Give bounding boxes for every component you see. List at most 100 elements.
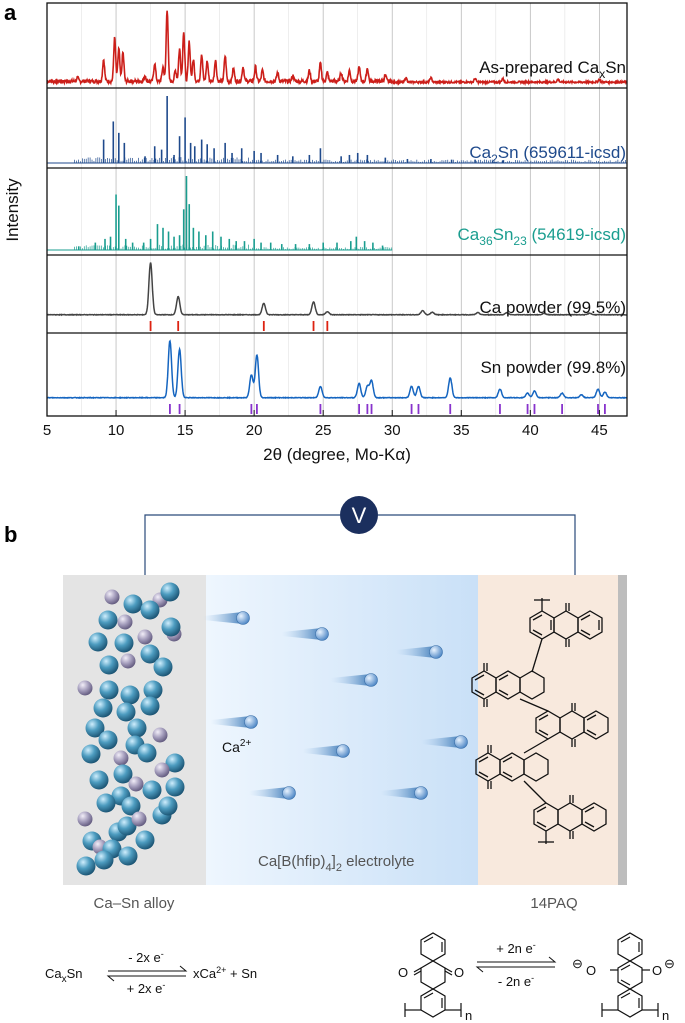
calcium-atom-17	[99, 680, 119, 700]
x-tick-label-10: 10	[108, 422, 125, 439]
tin-atom-26	[152, 727, 168, 743]
label-as-prepared: As-prepared CaxSn	[479, 58, 626, 81]
calcium-atom-47	[135, 830, 155, 850]
panel-dividers	[47, 87, 627, 334]
calcium-atom-24	[98, 730, 118, 750]
eq-o-right: O	[454, 965, 464, 980]
calcium-atom-38	[142, 780, 162, 800]
label-sn-powder: Sn powder (99.8%)	[480, 358, 626, 377]
x-tick-label-35: 35	[453, 422, 470, 439]
x-tick-label-15: 15	[177, 422, 194, 439]
calcium-atom-29	[81, 744, 101, 764]
tin-atom-5	[117, 614, 133, 630]
tin-atom-53	[131, 811, 147, 827]
eq-q-top: + 2n e-	[496, 940, 536, 956]
eq-o-minus-left: O	[586, 963, 596, 978]
tin-atom-13	[120, 653, 136, 669]
electrolyte-label: Ca[B(hfip)4]2 electrolyte	[258, 853, 415, 874]
x-axis-label: 2θ (degree, Mo-Kα)	[263, 445, 411, 464]
calcium-atom-22	[85, 718, 105, 738]
electrolyte-region	[206, 575, 478, 885]
eq-n-left: n	[465, 1008, 472, 1023]
x-tick-label-5: 5	[43, 422, 51, 439]
calcium-atom-18	[120, 685, 140, 705]
eq-bottom: + 2x e-	[127, 980, 166, 996]
xrd-traces	[46, 10, 627, 414]
right-caption: 14PAQ	[530, 895, 577, 912]
polymer-14paq-structure	[471, 598, 609, 844]
calcium-atom-1	[123, 594, 143, 614]
tin-atom-37	[128, 776, 144, 792]
calcium-atom-32	[89, 770, 109, 790]
calcium-atom-45	[117, 816, 137, 836]
tin-atom-9	[137, 629, 153, 645]
cathode-region	[478, 575, 618, 885]
calcium-atom-12	[99, 655, 119, 675]
calcium-atom-20	[93, 698, 113, 718]
tin-atom-28	[113, 750, 129, 766]
tin-atom-0	[104, 589, 120, 605]
xrd-plot: 5 10 15 20 25 30 35 40 45	[43, 2, 628, 439]
voltmeter-label: V	[352, 503, 367, 528]
eq-reactant: CaxSn	[45, 966, 83, 985]
calcium-atom-50	[94, 850, 114, 870]
trace-line-3	[46, 262, 627, 317]
x-tick-label-25: 25	[315, 422, 332, 439]
series-4	[47, 339, 627, 414]
calcium-atom-31	[165, 753, 185, 773]
tin-atom-16	[77, 680, 93, 696]
calcium-atom-41	[121, 796, 141, 816]
calcium-atom-39	[96, 793, 116, 813]
calcium-atom-8	[114, 633, 134, 653]
equation-alloy: CaxSn - 2x e- + 2x e- xCa2+ + Sn	[45, 949, 257, 996]
current-collector	[618, 575, 627, 885]
calcium-atom-11	[161, 617, 181, 637]
calcium-atom-25	[127, 718, 147, 738]
eq-n-right: n	[662, 1008, 669, 1023]
trace-line-4	[47, 339, 627, 400]
eq-o-minus-right: O	[652, 963, 662, 978]
y-axis-label: Intensity	[3, 178, 22, 242]
calcium-atom-14	[140, 644, 160, 664]
calcium-atom-49	[76, 856, 96, 876]
eq-minus-left: ⊖	[572, 956, 583, 971]
tin-atom-34	[154, 762, 170, 778]
eq-q-bottom: - 2n e-	[498, 973, 534, 989]
alloy-atoms	[76, 582, 185, 876]
calcium-atom-23	[140, 696, 160, 716]
plot-frame	[46, 2, 628, 417]
circuit-wire	[144, 514, 576, 575]
series-2	[47, 176, 393, 251]
series-3	[46, 262, 627, 331]
voltmeter-circle	[340, 496, 378, 534]
trace-line-0	[46, 10, 627, 87]
calcium-atom-33	[113, 764, 133, 784]
calcium-atom-4	[98, 610, 118, 630]
eq-minus-right: ⊖	[664, 956, 675, 971]
panel-a-letter: a	[4, 0, 17, 25]
panel-b-letter: b	[4, 522, 17, 547]
series-0	[46, 10, 627, 87]
ion-label: Ca2+	[222, 738, 251, 755]
eq-o-left: O	[398, 965, 408, 980]
calcium-atom-19	[143, 680, 163, 700]
x-tick-label-30: 30	[384, 422, 401, 439]
label-ca-powder: Ca powder (99.5%)	[480, 298, 626, 317]
calcium-atom-6	[140, 600, 160, 620]
equation-quinone: O O n + 2n e- - 2n e- ⊖ O O ⊖ n	[398, 932, 675, 1023]
calcium-atom-51	[118, 846, 138, 866]
calcium-atom-7	[88, 632, 108, 652]
series-1	[47, 96, 627, 164]
tin-atom-40	[77, 811, 93, 827]
x-tick-label-45: 45	[591, 422, 608, 439]
calcium-atom-35	[165, 777, 185, 797]
x-tick-label-40: 40	[522, 422, 539, 439]
eq-arrows	[106, 965, 188, 982]
calcium-atom-21	[116, 702, 136, 722]
eq-product: xCa2+ + Sn	[193, 965, 257, 981]
calcium-atom-15	[153, 657, 173, 677]
eq-top: - 2x e-	[128, 949, 164, 965]
left-caption: Ca–Sn alloy	[94, 895, 175, 912]
calcium-atom-3	[160, 582, 180, 602]
